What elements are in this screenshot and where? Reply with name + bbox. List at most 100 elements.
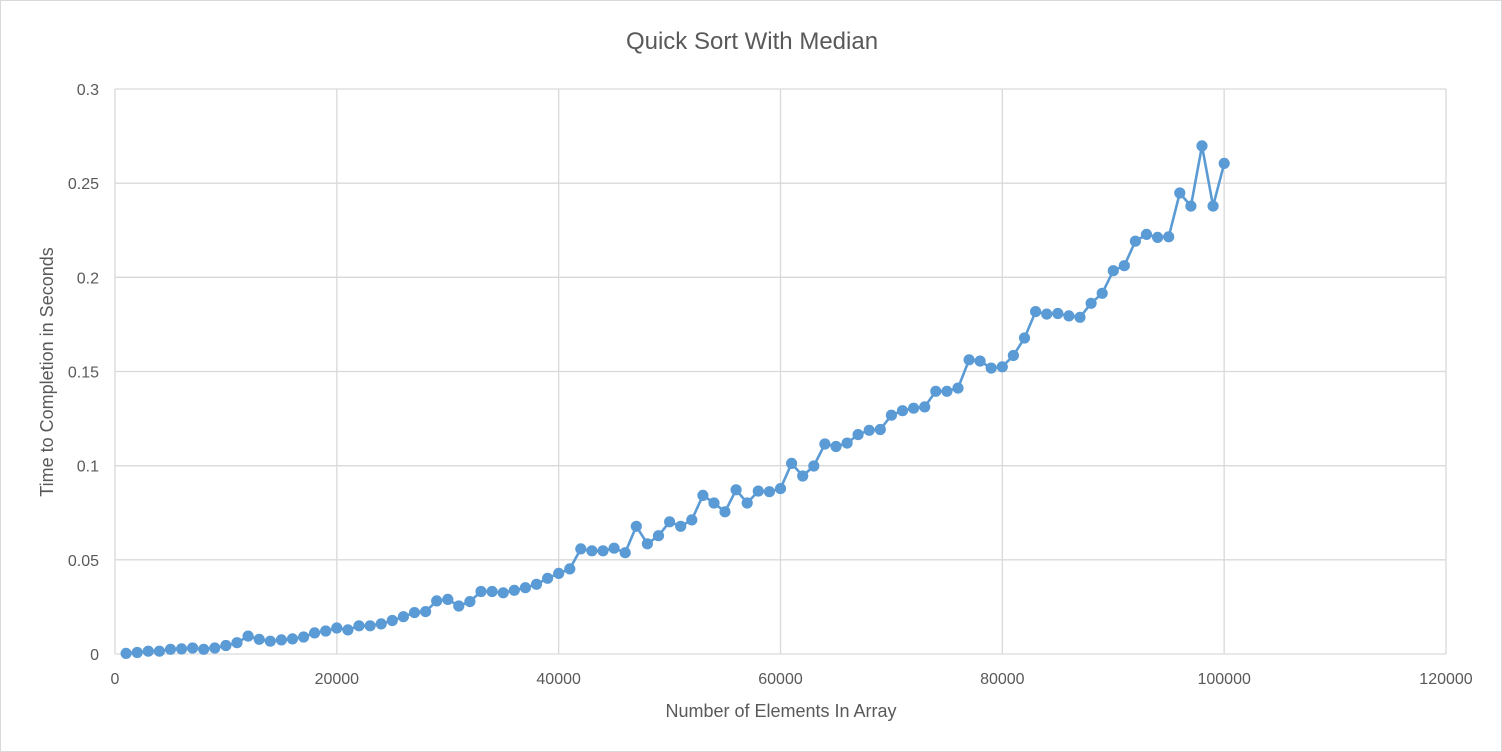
data-point	[974, 355, 986, 367]
data-point	[719, 506, 731, 518]
data-point	[907, 402, 920, 414]
data-point	[242, 630, 254, 642]
data-point	[220, 639, 232, 652]
x-tick-label: 60000	[758, 671, 803, 688]
data-point	[774, 482, 787, 495]
data-point	[874, 423, 886, 436]
data-point	[497, 587, 509, 599]
data-point	[730, 484, 742, 496]
data-point	[397, 611, 409, 623]
data-point	[264, 635, 276, 647]
data-point	[952, 382, 964, 394]
data-point	[1174, 187, 1186, 199]
data-point	[164, 643, 177, 655]
data-point	[663, 516, 676, 528]
data-point	[1107, 265, 1119, 277]
data-point	[530, 578, 543, 590]
data-point	[619, 547, 631, 559]
data-point	[741, 497, 753, 509]
data-point	[1163, 231, 1175, 243]
y-tick-label: 0.05	[68, 553, 99, 570]
chart-title: Quick Sort With Median	[626, 28, 878, 55]
data-point	[586, 545, 598, 557]
data-point	[142, 645, 154, 657]
data-point	[364, 620, 376, 632]
y-tick-label: 0.15	[68, 365, 99, 382]
data-point	[253, 633, 265, 645]
data-point	[919, 401, 931, 413]
data-point	[419, 605, 432, 618]
x-tick-label: 20000	[315, 671, 360, 688]
data-point	[275, 634, 287, 646]
data-point	[1074, 311, 1086, 323]
data-point	[331, 622, 343, 634]
data-point	[1030, 305, 1042, 318]
y-tick-label: 0.2	[77, 270, 99, 287]
x-tick-label: 0	[111, 671, 120, 688]
data-point	[752, 485, 764, 497]
data-point	[652, 530, 665, 542]
data-point	[1063, 310, 1075, 322]
data-point	[863, 424, 875, 436]
data-point	[686, 514, 698, 526]
y-tick-label: 0	[90, 647, 99, 664]
data-point	[1085, 297, 1097, 309]
data-point	[198, 643, 210, 655]
data-point	[1007, 349, 1020, 362]
data-point	[852, 428, 864, 441]
data-point	[1196, 140, 1208, 152]
data-point	[131, 646, 143, 659]
data-point	[675, 520, 687, 532]
data-point	[630, 520, 642, 532]
data-point	[641, 538, 654, 550]
data-point	[819, 438, 831, 450]
data-point	[763, 486, 776, 498]
data-point	[608, 542, 620, 554]
data-series	[120, 140, 1230, 660]
data-point	[1041, 308, 1053, 320]
data-point	[375, 618, 387, 630]
data-point	[797, 470, 809, 482]
data-point	[176, 643, 188, 655]
data-point	[508, 584, 520, 596]
data-point	[1140, 228, 1153, 240]
data-point	[153, 645, 165, 657]
data-point	[1129, 235, 1142, 247]
data-point	[297, 631, 310, 643]
y-tick-label: 0.3	[77, 82, 99, 99]
x-tick-label: 100000	[1197, 671, 1250, 688]
data-point	[697, 489, 709, 501]
data-point	[1118, 260, 1130, 272]
data-point	[1152, 231, 1164, 243]
data-point	[1185, 200, 1197, 212]
data-point	[564, 563, 576, 575]
data-point	[541, 572, 554, 584]
data-point	[1096, 287, 1108, 299]
data-point	[408, 606, 421, 619]
data-point	[187, 642, 199, 654]
data-point	[930, 385, 942, 397]
data-point	[453, 600, 465, 612]
data-point	[231, 637, 243, 649]
data-point	[941, 385, 953, 397]
data-point	[597, 545, 609, 557]
data-point	[1207, 200, 1219, 212]
data-point	[486, 585, 498, 598]
data-point	[896, 405, 909, 417]
data-point	[342, 624, 354, 636]
data-point	[386, 614, 398, 627]
x-tick-label: 120000	[1419, 671, 1472, 688]
y-axis-title: Time to Completion in Seconds	[37, 247, 57, 496]
data-point	[442, 593, 454, 606]
data-point	[320, 625, 332, 637]
data-point	[1052, 307, 1064, 320]
data-point	[209, 642, 221, 654]
data-point	[808, 460, 820, 472]
x-tick-label: 80000	[980, 671, 1025, 688]
x-axis-title: Number of Elements In Array	[665, 701, 896, 721]
y-tick-label: 0.1	[77, 459, 99, 476]
data-point	[475, 585, 487, 598]
data-point	[553, 567, 565, 580]
